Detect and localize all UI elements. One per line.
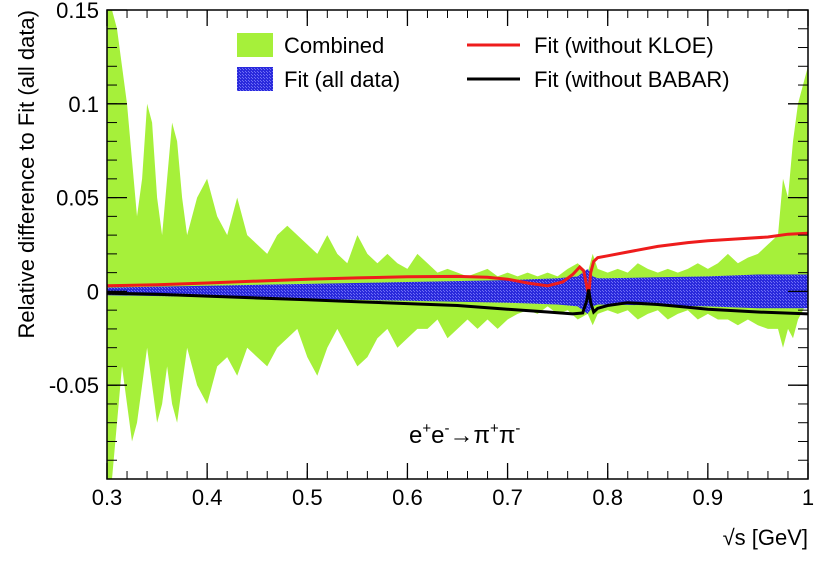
fit-without-kloe-line	[107, 231, 808, 296]
x-tick-label: 0.4	[192, 485, 223, 510]
y-tick-label: -0.05	[49, 373, 99, 398]
legend: Combined Fit (all data) Fit (without KLO…	[237, 33, 730, 92]
y-tick-label: 0.05	[56, 186, 99, 211]
x-tick-label: 0.7	[492, 485, 523, 510]
process-annotation: e+e-→π+π-	[409, 420, 520, 449]
x-tick-label: 1	[802, 485, 814, 510]
legend-swatch-combined	[237, 33, 273, 57]
x-tick-label: 0.8	[592, 485, 623, 510]
x-tick-label: 0.9	[693, 485, 724, 510]
y-tick-label: 0.15	[56, 0, 99, 23]
plot-frame	[106, 9, 809, 480]
fit-without-babar-line	[107, 289, 808, 316]
x-tick-label: 0.5	[292, 485, 323, 510]
legend-label-without-kloe: Fit (without KLOE)	[534, 33, 714, 58]
legend-label-without-babar: Fit (without BABAR)	[534, 67, 730, 92]
y-axis-title: Relative difference to Fit (all data)	[14, 10, 39, 339]
legend-swatch-fit-all-data	[237, 67, 273, 91]
x-tick-label: 0.3	[92, 485, 123, 510]
y-tick-label: 0	[87, 279, 99, 304]
legend-label-combined: Combined	[284, 33, 384, 58]
legend-label-fit-all-data: Fit (all data)	[284, 67, 400, 92]
x-tick-label: 0.6	[392, 485, 423, 510]
y-tick-label: 0.1	[68, 92, 99, 117]
combined-band	[107, 10, 808, 479]
x-axis-title: √s [GeV]	[723, 525, 808, 550]
